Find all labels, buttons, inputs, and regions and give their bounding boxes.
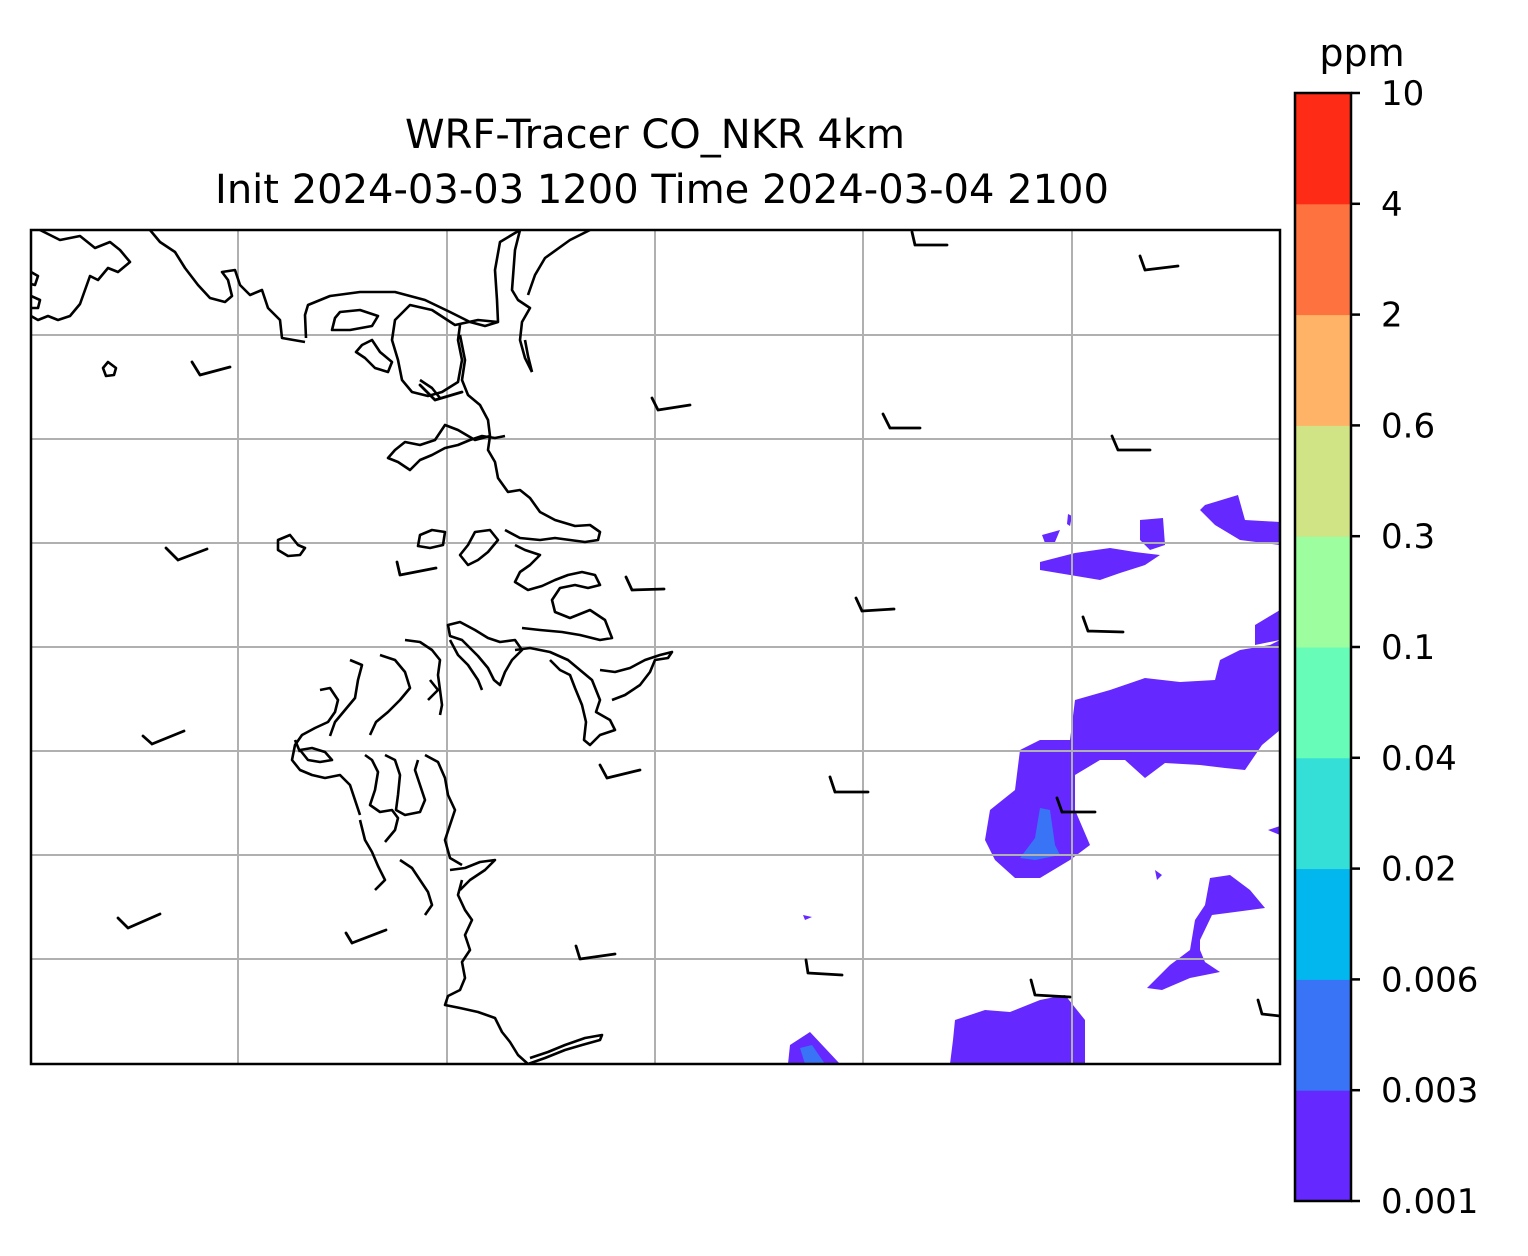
colorbar-segment xyxy=(1295,868,1351,980)
colorbar-segment xyxy=(1295,536,1351,648)
title-line-2: Init 2024-03-03 1200 Time 2024-03-04 210… xyxy=(215,167,1109,213)
colorbar-segment xyxy=(1295,203,1351,316)
colorbar-tick-label: 0.02 xyxy=(1381,850,1457,890)
colorbar-tick-label: 0.6 xyxy=(1381,406,1435,446)
colorbar-tick-label: 4 xyxy=(1381,185,1403,225)
colorbar-segment xyxy=(1295,1090,1351,1202)
colorbar-tick-label: 0.006 xyxy=(1381,960,1478,1000)
map-gridlines xyxy=(31,230,1280,1064)
map-frame xyxy=(29,228,1282,1066)
coastlines xyxy=(31,230,674,1064)
colorbar-segment xyxy=(1295,93,1351,205)
colorbar-tick-label: 0.1 xyxy=(1381,628,1435,668)
colorbar-unit: ppm xyxy=(1319,31,1404,75)
title-line-1: WRF-Tracer CO_NKR 4km xyxy=(405,112,905,158)
colorbar-segment xyxy=(1295,979,1351,1091)
colorbar-tick-label: 2 xyxy=(1381,296,1403,336)
colorbar-tick-label: 0.04 xyxy=(1381,739,1457,779)
tracer-fill-mid xyxy=(800,808,1060,1064)
colorbar-segment xyxy=(1295,647,1351,759)
colorbar-segment xyxy=(1295,757,1351,870)
colorbar-tick-label: 0.003 xyxy=(1381,1071,1478,1111)
colorbar-segment xyxy=(1295,314,1351,426)
colorbar-tick-label: 10 xyxy=(1381,74,1424,114)
colorbar-tick-label: 0.001 xyxy=(1381,1182,1478,1222)
wind-barbs xyxy=(116,230,1280,1018)
colorbar-segments xyxy=(1295,93,1351,1202)
colorbar: ppm 0.001 0.003 0.006 0.02 0.04 0.1 0.3 0.6 2 4 10 xyxy=(1293,31,1478,1222)
colorbar-segment xyxy=(1295,425,1351,537)
colorbar-tick-label: 0.3 xyxy=(1381,517,1435,557)
colorbar-ticks: 0.001 0.003 0.006 0.02 0.04 0.1 0.3 0.6 2 4 10 xyxy=(1351,74,1478,1222)
map-panel xyxy=(29,228,1282,1066)
